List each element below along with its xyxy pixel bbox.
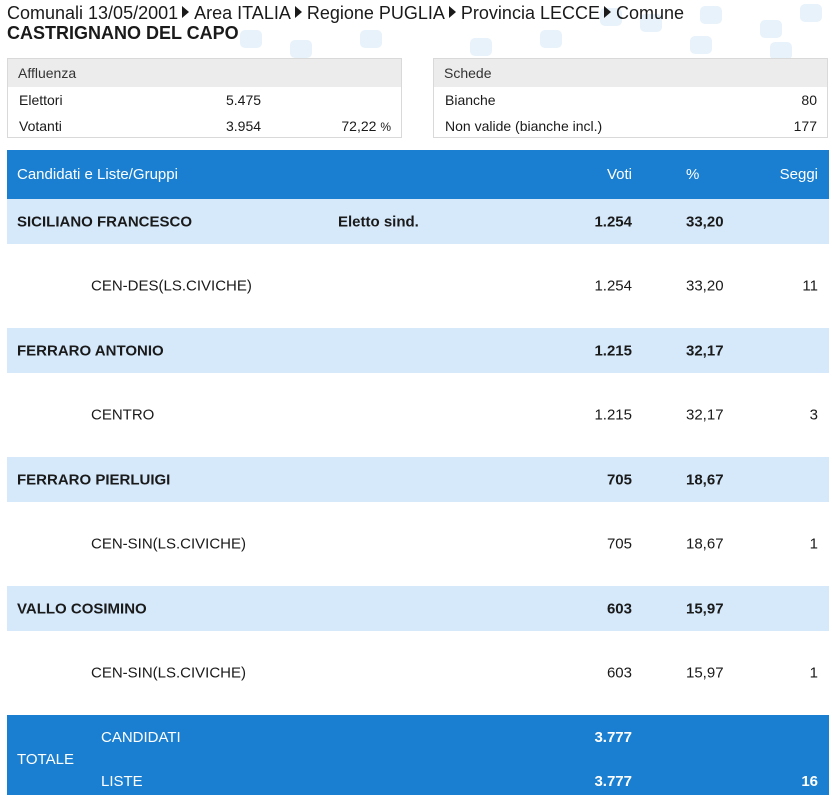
list-row: CEN-SIN(LS.CIVICHE) 603 15,97 1: [7, 631, 829, 715]
nonvalide-value: 177: [793, 118, 817, 134]
totale-label: TOTALE: [17, 751, 74, 768]
list-name: CEN-SIN(LS.CIVICHE): [91, 664, 247, 682]
candidate-name: FERRARO ANTONIO: [17, 342, 164, 359]
breadcrumb: Comunali 13/05/2001 Area ITALIA Regione PU…: [7, 3, 822, 43]
list-percent: 33,20: [686, 277, 724, 295]
candidate-row: SICILIANO FRANCESCO Eletto sind. 1.254 3…: [7, 199, 829, 244]
bianche-row: Bianche 80: [434, 87, 827, 113]
list-voti: 1.215: [594, 406, 632, 424]
breadcrumb-comune-label: Comune: [615, 3, 685, 23]
list-seggi: 1: [809, 664, 818, 682]
elettori-value: 5.475: [226, 92, 262, 108]
votanti-label: Votanti: [19, 118, 62, 134]
breadcrumb-arrow-icon: [294, 6, 302, 18]
candidate-name: SICILIANO FRANCESCO: [17, 213, 193, 230]
schede-panel: Schede Bianche 80 Non valide (bianche in…: [433, 58, 828, 138]
breadcrumb-arrow-icon: [182, 6, 190, 18]
bianche-value: 80: [801, 92, 817, 108]
candidate-percent: 33,20: [686, 213, 724, 230]
candidate-voti: 603: [606, 600, 632, 617]
nonvalide-label: Non valide (bianche incl.): [445, 118, 603, 134]
schede-title: Schede: [434, 59, 827, 87]
list-voti: 705: [606, 535, 632, 553]
affluenza-panel: Affluenza Elettori 5.475 Votanti 3.954 7…: [7, 58, 402, 138]
list-name: CEN-SIN(LS.CIVICHE): [91, 535, 247, 553]
header-percent: %: [686, 166, 700, 183]
breadcrumb-regione[interactable]: Regione PUGLIA: [306, 3, 445, 23]
votanti-value: 3.954: [226, 118, 262, 134]
candidate-name: FERRARO PIERLUIGI: [17, 471, 171, 488]
totale-row: TOTALE CANDIDATI 3.777 LISTE 3.777 16: [7, 715, 829, 795]
votanti-percent-value: 72,22: [341, 118, 377, 134]
totale-candidati-label: CANDIDATI: [101, 729, 181, 746]
list-row: CEN-SIN(LS.CIVICHE) 705 18,67 1: [7, 502, 829, 586]
candidate-voti: 1.215: [594, 342, 632, 359]
nonvalide-row: Non valide (bianche incl.) 177: [434, 113, 827, 139]
candidate-row: FERRARO PIERLUIGI 705 18,67: [7, 457, 829, 502]
votanti-row: Votanti 3.954 72,22 %: [8, 113, 401, 139]
candidate-elected-note: Eletto sind.: [338, 213, 419, 230]
candidate-name: VALLO COSIMINO: [17, 600, 147, 617]
candidate-percent: 15,97: [686, 600, 724, 617]
breadcrumb-arrow-icon: [603, 6, 611, 18]
list-percent: 32,17: [686, 406, 724, 424]
candidate-voti: 705: [606, 471, 632, 488]
page-title: CASTRIGNANO DEL CAPO: [7, 23, 239, 43]
candidate-row: VALLO COSIMINO 603 15,97: [7, 586, 829, 631]
breadcrumb-area[interactable]: Area ITALIA: [194, 3, 291, 23]
breadcrumb-provincia[interactable]: Provincia LECCE: [460, 3, 600, 23]
background-decoration: [240, 4, 822, 60]
totale-seggi: 16: [801, 773, 818, 790]
results-table: Candidati e Liste/Gruppi Voti % Seggi SI…: [7, 150, 829, 795]
header-candidati: Candidati e Liste/Gruppi: [17, 166, 178, 183]
totale-liste-label: LISTE: [101, 773, 143, 790]
list-row: CEN-DES(LS.CIVICHE) 1.254 33,20 11: [7, 244, 829, 328]
list-name: CEN-DES(LS.CIVICHE): [91, 277, 252, 295]
affluenza-title: Affluenza: [8, 59, 401, 87]
list-percent: 15,97: [686, 664, 724, 682]
totale-liste-voti: 3.777: [594, 773, 632, 790]
header-seggi: Seggi: [779, 166, 818, 183]
breadcrumb-election[interactable]: Comunali 13/05/2001: [7, 3, 179, 23]
candidate-percent: 32,17: [686, 342, 724, 359]
candidate-percent: 18,67: [686, 471, 724, 488]
votanti-percent: 72,22 %: [341, 113, 391, 140]
elettori-row: Elettori 5.475: [8, 87, 401, 113]
candidate-row: FERRARO ANTONIO 1.215 32,17: [7, 328, 829, 373]
list-voti: 1.254: [594, 277, 632, 295]
list-row: CENTRO 1.215 32,17 3: [7, 373, 829, 457]
bianche-label: Bianche: [445, 92, 496, 108]
list-seggi: 1: [809, 535, 818, 553]
list-percent: 18,67: [686, 535, 724, 553]
candidate-voti: 1.254: [594, 213, 632, 230]
list-seggi: 11: [802, 277, 818, 295]
breadcrumb-arrow-icon: [448, 6, 456, 18]
totale-candidati-voti: 3.777: [594, 729, 632, 746]
table-header: Candidati e Liste/Gruppi Voti % Seggi: [7, 150, 829, 199]
header-voti: Voti: [606, 166, 632, 183]
list-seggi: 3: [809, 406, 818, 424]
percent-sign: %: [380, 120, 391, 134]
elettori-label: Elettori: [19, 92, 63, 108]
list-name: CENTRO: [91, 406, 155, 424]
list-voti: 603: [606, 664, 632, 682]
